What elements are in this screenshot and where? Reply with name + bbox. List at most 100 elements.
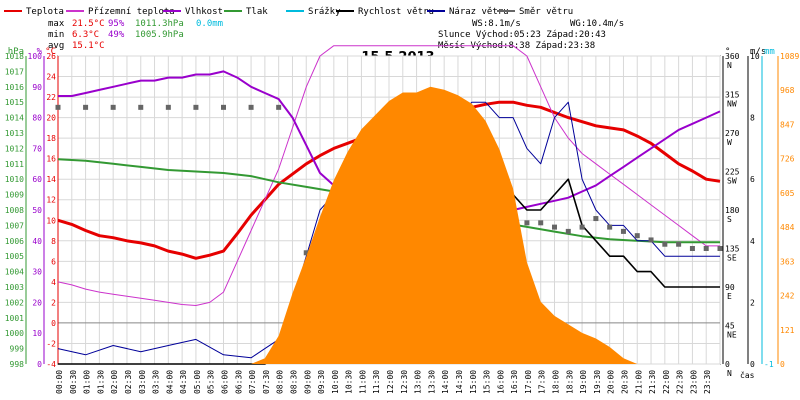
series-point-smer-vetru bbox=[221, 104, 226, 110]
series-point-smer-vetru bbox=[662, 241, 668, 247]
x-tick-label: 18:30 bbox=[565, 370, 574, 394]
stats-panel: max 21.5°C 95% 1011.3hPa 0.0mm min 6.3°C… bbox=[48, 19, 624, 51]
x-tick-label: 04:00 bbox=[165, 370, 174, 394]
stat-min-temp: 6.3°C bbox=[72, 30, 99, 40]
x-tick-label: 03:00 bbox=[138, 370, 147, 394]
stat-max-rain: 0.0mm bbox=[196, 19, 223, 29]
x-axis-ticks: 00:00 00:30 01:00 01:30 02:00 02:30 03:00 03:30… bbox=[55, 370, 712, 394]
hpa-axis-tick: 1005 bbox=[5, 252, 24, 261]
x-tick-label: 06:00 bbox=[221, 370, 230, 394]
x-axis-label: čas bbox=[740, 370, 755, 380]
stat-min-hum: 49% bbox=[108, 30, 125, 40]
ms-axis-tick: 6 bbox=[750, 175, 755, 184]
hpa-axis-tick: 1013 bbox=[5, 129, 24, 138]
stat-max-label: max bbox=[48, 19, 65, 29]
temp-axis-header: °C bbox=[45, 47, 56, 57]
x-tick-label: 11:00 bbox=[358, 370, 367, 394]
x-tick-label: 12:30 bbox=[400, 370, 409, 394]
x-tick-label: 21:00 bbox=[634, 370, 643, 394]
x-tick-label: 00:30 bbox=[69, 370, 78, 394]
x-tick-label: 02:30 bbox=[124, 370, 133, 394]
x-tick-label: 21:30 bbox=[648, 370, 657, 394]
dir-axis-tick: 180 bbox=[725, 206, 740, 215]
hpa-axis-tick: 1015 bbox=[5, 98, 24, 107]
dir-axis-tick: 360 bbox=[725, 52, 740, 61]
temp-axis-tick: 14 bbox=[46, 175, 56, 184]
hpa-axis-tick: 1002 bbox=[5, 298, 24, 307]
stat-moon: Měsíc Východ:8:38 Západ:23:38 bbox=[438, 41, 595, 51]
pct-axis-header: % bbox=[37, 47, 43, 57]
stat-avg-label: avg bbox=[48, 41, 64, 51]
mm-axis-header: mm bbox=[764, 47, 775, 57]
stat-min-label: min bbox=[48, 30, 64, 40]
pct-axis-tick: 60 bbox=[32, 175, 42, 184]
pct-axis-tick: 70 bbox=[32, 144, 42, 153]
wm2-axis-tick: 847 bbox=[780, 120, 795, 129]
dir-axis-dir-name: E bbox=[727, 292, 732, 301]
wm2-axis-tick: 121 bbox=[780, 326, 795, 335]
series-point-smer-vetru bbox=[579, 224, 585, 230]
temp-axis-tick: 10 bbox=[46, 216, 56, 225]
dir-axis-tick: 315 bbox=[725, 91, 740, 100]
hpa-axis-tick: 1004 bbox=[5, 268, 24, 277]
hpa-axis-tick: 1000 bbox=[5, 329, 24, 338]
series-point-smer-vetru bbox=[524, 220, 530, 226]
dir-axis-tick: 45 bbox=[725, 322, 735, 331]
x-tick-label: 01:30 bbox=[96, 370, 105, 394]
stat-max-press: 1011.3hPa bbox=[135, 19, 184, 29]
series-point-smer-vetru bbox=[607, 224, 613, 230]
series-point-smer-vetru bbox=[538, 220, 544, 226]
x-tick-label: 00:00 bbox=[55, 370, 64, 394]
temp-axis-tick: 12 bbox=[46, 196, 56, 205]
series-point-smer-vetru bbox=[303, 250, 309, 256]
x-tick-label: 09:30 bbox=[317, 370, 326, 394]
mm-axis-tick: -1 bbox=[764, 360, 774, 369]
wm2-axis-tick: 0 bbox=[780, 360, 785, 369]
x-tick-label: 16:30 bbox=[510, 370, 519, 394]
stat-sun: Slunce Východ:05:23 Západ:20:43 bbox=[438, 30, 606, 40]
x-tick-label: 08:00 bbox=[276, 370, 285, 394]
wm2-axis-tick: 1089 bbox=[780, 52, 799, 61]
temp-axis-tick: 4 bbox=[51, 278, 56, 287]
dir-axis-tick: 270 bbox=[725, 129, 740, 138]
x-tick-label: 14:30 bbox=[455, 370, 464, 394]
dir-axis-dir-name: S bbox=[727, 215, 732, 224]
stat-max-temp: 21.5°C bbox=[72, 19, 105, 29]
x-tick-label: 22:00 bbox=[662, 370, 671, 394]
dir-axis-tick: 0 bbox=[725, 360, 730, 369]
hpa-axis-tick: 1001 bbox=[5, 314, 24, 323]
wm2-axis-tick: 726 bbox=[780, 155, 795, 164]
legend-label: Rychlost větru bbox=[358, 7, 434, 17]
temp-axis-tick: 18 bbox=[46, 134, 56, 143]
series-point-smer-vetru bbox=[676, 241, 682, 247]
x-tick-label: 20:30 bbox=[620, 370, 629, 394]
series-point-smer-vetru bbox=[703, 246, 709, 251]
x-tick-label: 11:30 bbox=[372, 370, 381, 394]
hpa-axis-tick: 1012 bbox=[5, 144, 24, 153]
x-tick-label: 07:00 bbox=[248, 370, 257, 394]
pct-axis-tick: 100 bbox=[28, 52, 43, 61]
x-tick-label: 13:30 bbox=[427, 370, 436, 394]
series-point-smer-vetru bbox=[634, 233, 640, 239]
x-tick-label: 05:00 bbox=[193, 370, 202, 394]
x-tick-label: 04:30 bbox=[179, 370, 188, 394]
ms-axis-tick: 0 bbox=[750, 360, 755, 369]
temp-axis-tick: 0 bbox=[51, 319, 56, 328]
hpa-axis-header: hPa bbox=[8, 47, 24, 57]
legend-label: Vlhkost bbox=[185, 7, 223, 17]
pct-axis-tick: 40 bbox=[32, 237, 42, 246]
legend-label: Teplota bbox=[26, 7, 64, 17]
x-tick-label: 08:30 bbox=[289, 370, 298, 394]
series-point-smer-vetru bbox=[648, 237, 654, 243]
series-point-smer-vetru bbox=[552, 224, 557, 230]
temp-axis-tick: -4 bbox=[46, 360, 56, 369]
hpa-axis-tick: 1010 bbox=[5, 175, 24, 184]
x-tick-label: 13:00 bbox=[414, 370, 423, 394]
x-tick-label: 02:00 bbox=[110, 370, 119, 394]
series-point-smer-vetru bbox=[193, 104, 199, 110]
legend-label: Srážky bbox=[308, 7, 341, 17]
legend-label: Směr větru bbox=[519, 7, 573, 17]
dir-axis-dir-name: SE bbox=[727, 254, 737, 263]
stat-ws: WS:8.1m/s bbox=[472, 19, 521, 29]
